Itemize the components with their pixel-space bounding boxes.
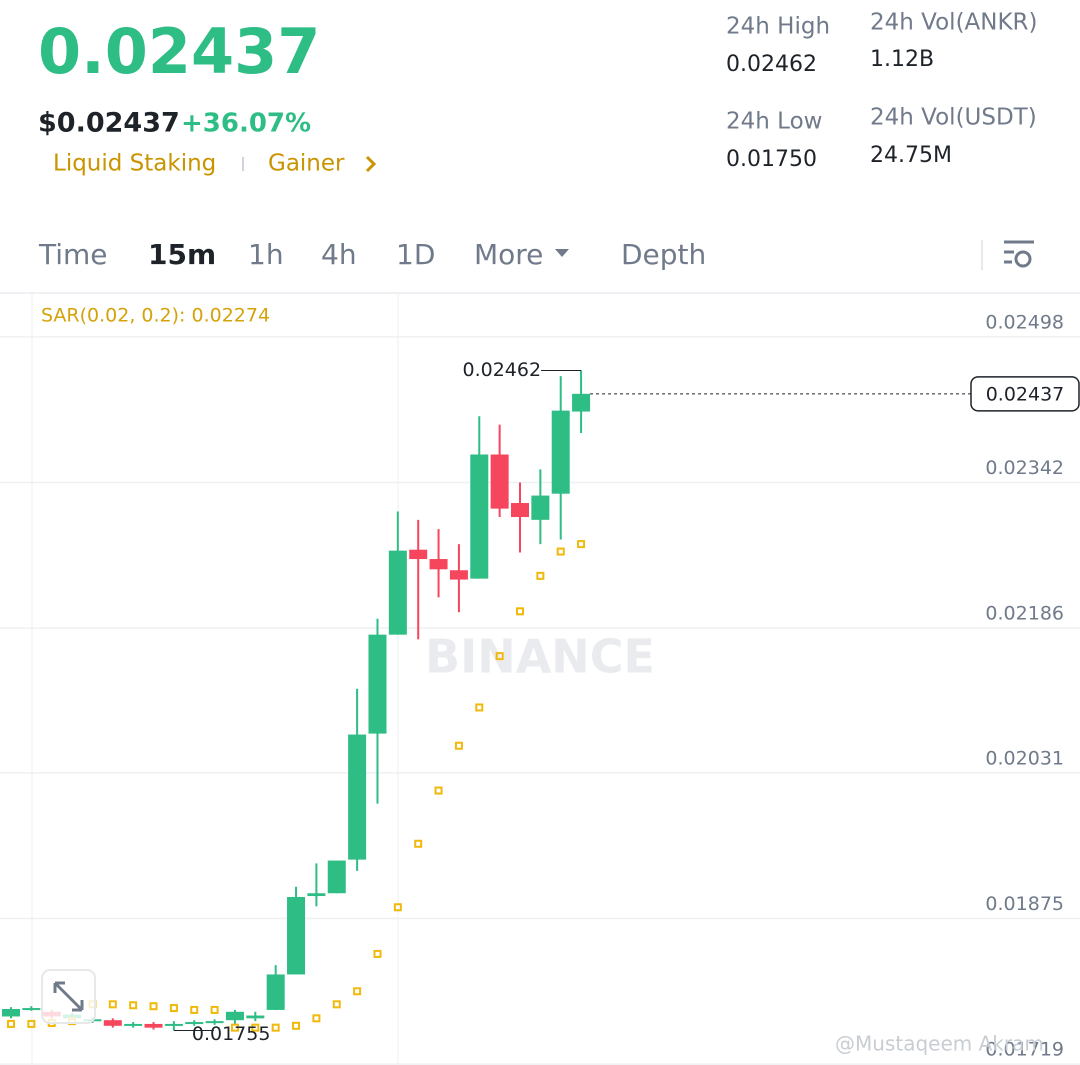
candle-body — [287, 896, 306, 975]
candle-body — [409, 549, 428, 560]
y-tick-label: 0.01719 — [985, 1039, 1064, 1061]
candle-body — [551, 410, 570, 494]
candle-body — [531, 495, 550, 520]
sar-dot — [434, 786, 443, 795]
tab[interactable]: 1D — [396, 238, 435, 271]
sar-dot — [251, 1023, 260, 1032]
candle-body — [368, 634, 387, 734]
stat-value: 1.12B — [870, 47, 934, 72]
candle-body — [185, 1022, 204, 1025]
sar-dot — [271, 1023, 280, 1032]
sar-dot — [516, 607, 524, 616]
sar-dot — [536, 571, 545, 580]
candle-body — [246, 1015, 265, 1019]
high-label: 0.02462 — [463, 359, 542, 381]
sar-dot — [332, 1000, 341, 1009]
candle-body — [103, 1020, 122, 1026]
candle-body — [144, 1023, 163, 1028]
candle-body — [348, 734, 367, 860]
stat-value: 0.02462 — [726, 52, 817, 77]
candle-body — [388, 550, 407, 635]
sar-dot — [210, 1005, 219, 1014]
settings-icon[interactable] — [1004, 240, 1034, 268]
y-tick-label: 0.02498 — [985, 311, 1064, 333]
y-tick-label: 0.02342 — [985, 457, 1064, 479]
low-label: 0.01755 — [192, 1023, 271, 1045]
sar-dot — [292, 1021, 301, 1030]
last-price-label: 0.02437 — [986, 383, 1065, 405]
y-tick-label: 0.01875 — [985, 893, 1064, 915]
stat-label: 24h Vol(USDT) — [870, 105, 1037, 131]
candle-body — [225, 1011, 244, 1021]
sar-dot — [27, 1019, 36, 1028]
watermark: BINANCE — [425, 630, 655, 684]
candle-body — [470, 454, 489, 579]
tab[interactable]: More — [474, 238, 543, 271]
expand-icon[interactable] — [53, 981, 84, 1012]
usd-price: $0.02437 — [38, 108, 180, 139]
sar-dot — [353, 987, 362, 996]
sar-dot — [495, 652, 504, 661]
last-price-box — [970, 376, 1080, 412]
stat-label: 24h High — [726, 14, 830, 40]
tab[interactable]: Depth — [621, 238, 706, 271]
sar-dot — [414, 839, 423, 848]
tab[interactable]: 4h — [321, 238, 357, 271]
plot: 0.02498 0.02342 0.02186 0.02031 0.01875 0.017… — [0, 311, 1080, 1065]
tab[interactable]: 1h — [248, 238, 284, 271]
tag[interactable]: Liquid Staking — [53, 151, 216, 177]
indicator-label: SAR(0.02, 0.2): 0.02274 — [41, 305, 270, 327]
candle-body — [124, 1023, 143, 1026]
tab[interactable]: Time — [38, 238, 108, 271]
sar-dot — [7, 1019, 15, 1028]
candle-body — [266, 974, 285, 1010]
candle-body — [429, 559, 448, 570]
candle-body — [327, 860, 346, 894]
candle-body — [22, 1008, 41, 1011]
candle-body — [572, 393, 591, 412]
sar-dot — [373, 949, 382, 958]
candle-body — [205, 1021, 224, 1024]
sar-dot — [454, 741, 463, 750]
candle-body — [307, 893, 326, 897]
sar-dot — [149, 1002, 158, 1011]
sar-dot — [169, 1004, 178, 1013]
last-price: 0.02437 — [38, 15, 320, 88]
candle-body — [511, 503, 529, 518]
credit: @Mustaqeem Akram — [835, 1032, 1044, 1056]
y-tick-label: 0.02031 — [985, 747, 1064, 769]
candle-body — [2, 1008, 20, 1017]
chevron[interactable] — [365, 155, 377, 173]
tab-active[interactable]: 15m — [148, 238, 216, 271]
tag[interactable]: Gainer — [268, 151, 345, 177]
candle-body — [449, 570, 468, 580]
candle-body — [164, 1023, 183, 1026]
sar-dot — [230, 1023, 239, 1032]
change: +36.07% — [181, 109, 311, 139]
stat-label: 24h Low — [726, 109, 822, 135]
sar-dot — [577, 540, 586, 549]
sar-dot — [108, 1000, 117, 1009]
y-tick-label: 0.02186 — [985, 603, 1064, 625]
sar-dot — [556, 547, 565, 556]
sar-dot — [312, 1014, 321, 1023]
stat-value: 24.75M — [870, 143, 952, 168]
dropdown-arrow[interactable] — [555, 249, 569, 257]
stat-label: 24h Vol(ANKR) — [870, 10, 1038, 36]
stat-value: 0.01750 — [726, 147, 817, 172]
sar-dot — [393, 903, 402, 912]
sar-dot — [475, 703, 484, 712]
sar-dot — [129, 1001, 138, 1010]
candle-body — [490, 454, 509, 509]
sar-dot — [190, 1005, 199, 1014]
